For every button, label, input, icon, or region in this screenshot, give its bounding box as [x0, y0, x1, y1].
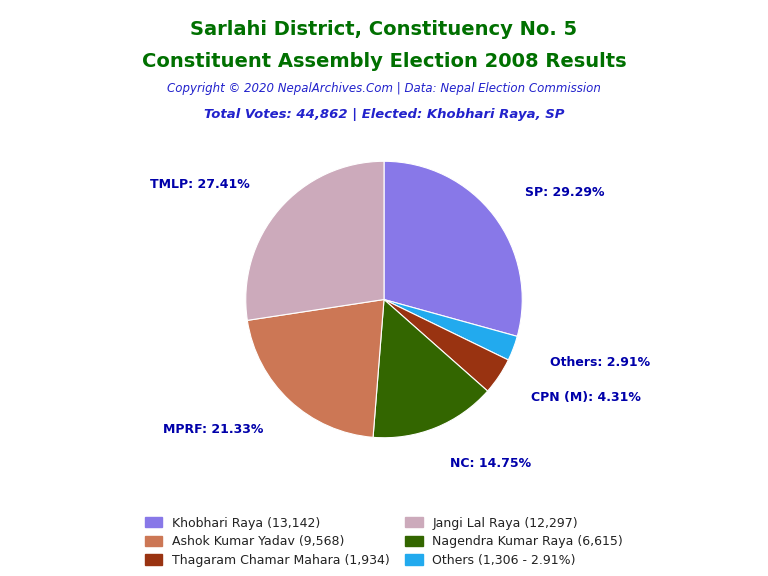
Text: Copyright © 2020 NepalArchives.Com | Data: Nepal Election Commission: Copyright © 2020 NepalArchives.Com | Dat… [167, 82, 601, 95]
Text: Constituent Assembly Election 2008 Results: Constituent Assembly Election 2008 Resul… [141, 52, 627, 71]
Text: Others: 2.91%: Others: 2.91% [550, 355, 650, 369]
Text: NC: 14.75%: NC: 14.75% [450, 457, 531, 470]
Wedge shape [384, 300, 517, 360]
Wedge shape [247, 300, 384, 437]
Wedge shape [384, 161, 522, 336]
Text: SP: 29.29%: SP: 29.29% [525, 186, 604, 199]
Wedge shape [384, 300, 508, 391]
Text: CPN (M): 4.31%: CPN (M): 4.31% [531, 391, 641, 404]
Legend: Khobhari Raya (13,142), Ashok Kumar Yadav (9,568), Thagaram Chamar Mahara (1,934: Khobhari Raya (13,142), Ashok Kumar Yada… [144, 517, 624, 567]
Wedge shape [373, 300, 488, 438]
Text: TMLP: 27.41%: TMLP: 27.41% [150, 178, 250, 191]
Text: Sarlahi District, Constituency No. 5: Sarlahi District, Constituency No. 5 [190, 20, 578, 39]
Wedge shape [246, 161, 384, 320]
Text: MPRF: 21.33%: MPRF: 21.33% [163, 423, 263, 435]
Text: Total Votes: 44,862 | Elected: Khobhari Raya, SP: Total Votes: 44,862 | Elected: Khobhari … [204, 108, 564, 122]
